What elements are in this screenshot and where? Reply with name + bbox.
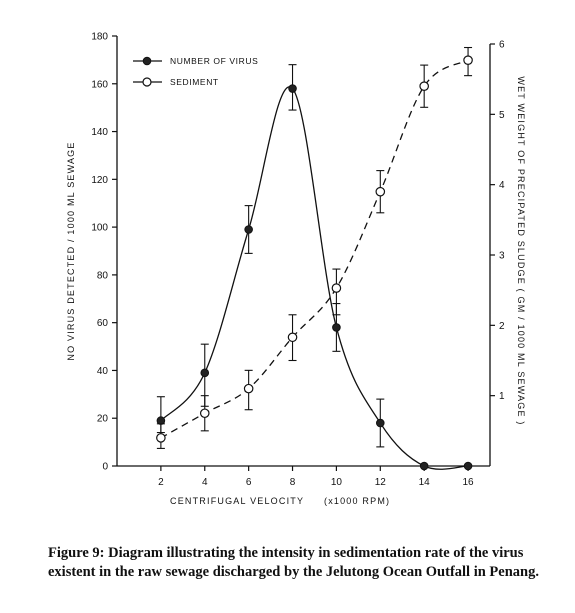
right-tick-label: 5 (499, 110, 505, 121)
left-tick-label: 180 (91, 32, 108, 43)
series-virus-line (160, 86, 469, 470)
legend-virus-label: NUMBER OF VIRUS (170, 56, 258, 66)
right-tick-label: 3 (499, 251, 505, 262)
series-sediment-point (287, 332, 298, 343)
series-sediment-point (331, 283, 342, 293)
left-axis-ticks: 0 20 40 60 80 100 120 140 160 180 (91, 32, 117, 473)
right-tick-label: 1 (499, 391, 505, 402)
left-tick-label: 120 (91, 175, 108, 186)
x-tick-label: 14 (419, 477, 431, 488)
x-tick-label: 6 (246, 477, 252, 488)
left-tick-label: 40 (97, 366, 109, 377)
x-axis-title: CENTRIFUGAL VELOCITY (170, 496, 304, 506)
x-tick-label: 8 (290, 477, 296, 488)
x-axis-unit: (x1000 RPM) (324, 496, 390, 506)
x-tick-label: 12 (375, 477, 387, 488)
x-axis-ticks: 2 4 6 8 10 12 14 16 (158, 466, 474, 488)
legend-sediment-marker (142, 77, 152, 87)
left-axis-title: NO VIRUS DETECTED / 1000 ML SEWAGE (66, 141, 76, 360)
series-sediment-line (160, 59, 469, 439)
right-tick-label: 6 (499, 40, 505, 51)
series-sediment-point (243, 383, 254, 394)
series-layer (156, 46, 473, 471)
series-sediment-point (199, 408, 210, 419)
series-virus-point (375, 418, 385, 428)
series-sediment-point (156, 433, 166, 443)
left-tick-label: 20 (97, 414, 109, 425)
series-virus-point (288, 84, 297, 93)
left-tick-label: 160 (91, 79, 108, 90)
right-axis-title: WET WEIGHT OF PRECIPATED SLUDGE ( GM / 1… (516, 76, 526, 425)
figure-caption: Figure 9: Diagram illustrating the inten… (48, 545, 539, 580)
right-tick-label: 2 (499, 321, 505, 332)
legend: NUMBER OF VIRUS SEDIMENT (133, 56, 258, 87)
series-sediment-point (463, 55, 473, 65)
series-sediment-point (375, 186, 386, 197)
x-tick-label: 10 (331, 477, 343, 488)
left-tick-label: 60 (97, 318, 109, 329)
series-virus-point (244, 225, 253, 234)
series-virus-point (463, 461, 473, 471)
series-virus-point (332, 323, 341, 332)
series-virus-point (419, 461, 429, 471)
x-tick-label: 2 (158, 477, 164, 488)
x-tick-label: 16 (462, 477, 474, 488)
series-virus-point (200, 368, 210, 378)
left-tick-label: 80 (97, 270, 109, 281)
left-tick-label: 100 (91, 223, 108, 234)
left-tick-label: 0 (102, 462, 108, 473)
right-tick-label: 4 (499, 180, 505, 191)
left-tick-label: 140 (91, 127, 108, 138)
right-axis-ticks: 1 2 3 4 5 6 (490, 40, 505, 402)
series-sediment-point (419, 81, 429, 91)
legend-virus-marker (142, 56, 152, 66)
x-tick-label: 4 (202, 477, 208, 488)
legend-sediment-label: SEDIMENT (170, 77, 219, 87)
